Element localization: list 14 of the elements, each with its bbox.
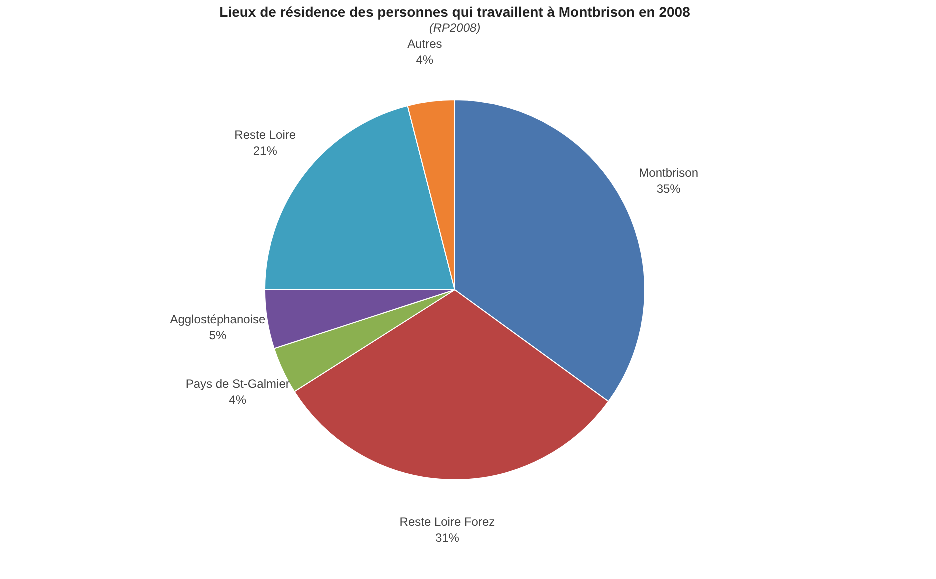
slice-label: Reste Loire Forez (400, 514, 496, 529)
data-label: 4% (416, 52, 434, 67)
data-label: 21% (253, 144, 278, 158)
chart-subtitle: (RP2008) (429, 20, 481, 35)
slice-label: Montbrison (639, 166, 699, 180)
data-label: 35% (656, 182, 682, 196)
chart-title: Lieux de résidence des personnes qui travaillent à Montbrison en 2008 (220, 4, 691, 20)
slice-label: Pays de St-Galmier (186, 377, 290, 392)
data-label: 31% (435, 530, 460, 545)
data-label: 5% (209, 328, 227, 343)
data-label: 4% (229, 393, 247, 408)
slice-label: Agglostéphanoise (170, 312, 266, 327)
slice-label: Reste Loire (234, 128, 296, 142)
slice-label: Autres (408, 36, 442, 51)
